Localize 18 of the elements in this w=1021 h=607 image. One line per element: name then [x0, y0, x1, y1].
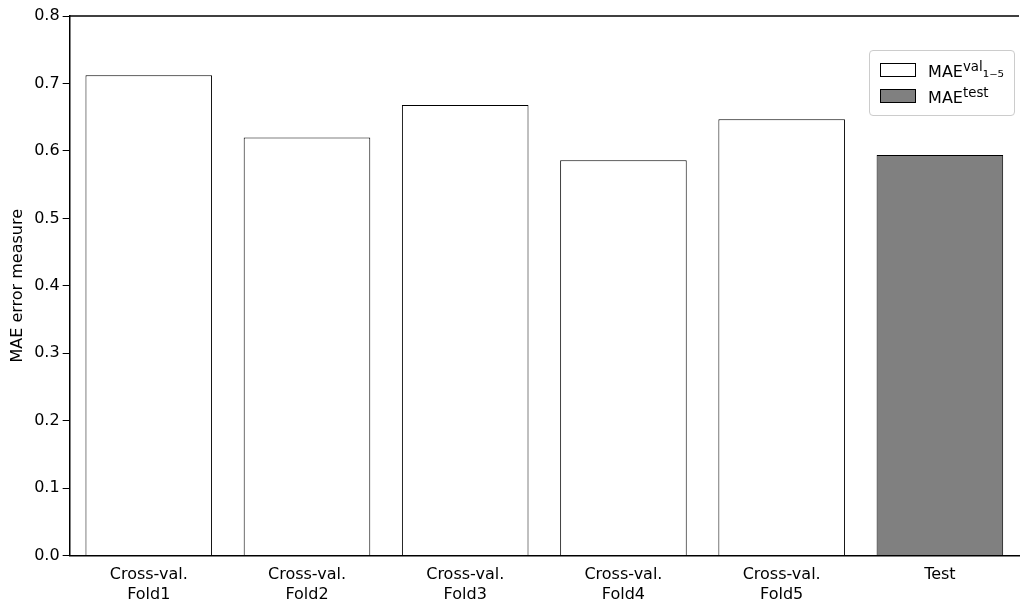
- x-tick-label: Cross-val. Fold5: [742, 564, 821, 603]
- y-tick-label: 0.3: [34, 342, 60, 362]
- y-tick-label: 0.0: [34, 544, 60, 564]
- y-axis-title: MAE error measure: [6, 209, 26, 363]
- y-tick-label: 0.8: [34, 5, 60, 25]
- text: MAE$^{val}$₁₋₅: [928, 58, 1004, 82]
- x-tick-label: Cross-val. Fold2: [267, 564, 346, 603]
- y-tick-label: 0.7: [34, 72, 60, 92]
- legend-label: MAE$^{test}$: [928, 84, 989, 108]
- y-tick-label: 0.4: [34, 274, 60, 294]
- x-tick-label: Cross-val. Fold3: [426, 564, 505, 603]
- y-tick-label: 0.1: [34, 477, 60, 497]
- y-tick-label: 0.2: [34, 409, 60, 429]
- y-tick-label: 0.6: [34, 140, 60, 160]
- x-tick-label: Cross-val. Fold1: [109, 564, 188, 603]
- x-tick-label: Cross-val. Fold4: [584, 564, 663, 603]
- y-tick-label: 0.5: [34, 207, 60, 227]
- x-tick-label: Test: [923, 564, 956, 584]
